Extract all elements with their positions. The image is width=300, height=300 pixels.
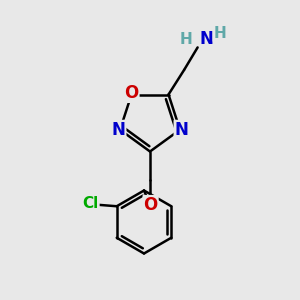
Text: N: N	[200, 30, 214, 48]
Text: H: H	[180, 32, 193, 46]
Text: Cl: Cl	[82, 196, 99, 211]
Text: H: H	[213, 26, 226, 41]
Text: O: O	[143, 196, 158, 214]
Text: O: O	[124, 84, 139, 102]
Text: N: N	[112, 121, 125, 139]
Text: N: N	[175, 121, 188, 139]
Text: -: -	[198, 32, 205, 46]
